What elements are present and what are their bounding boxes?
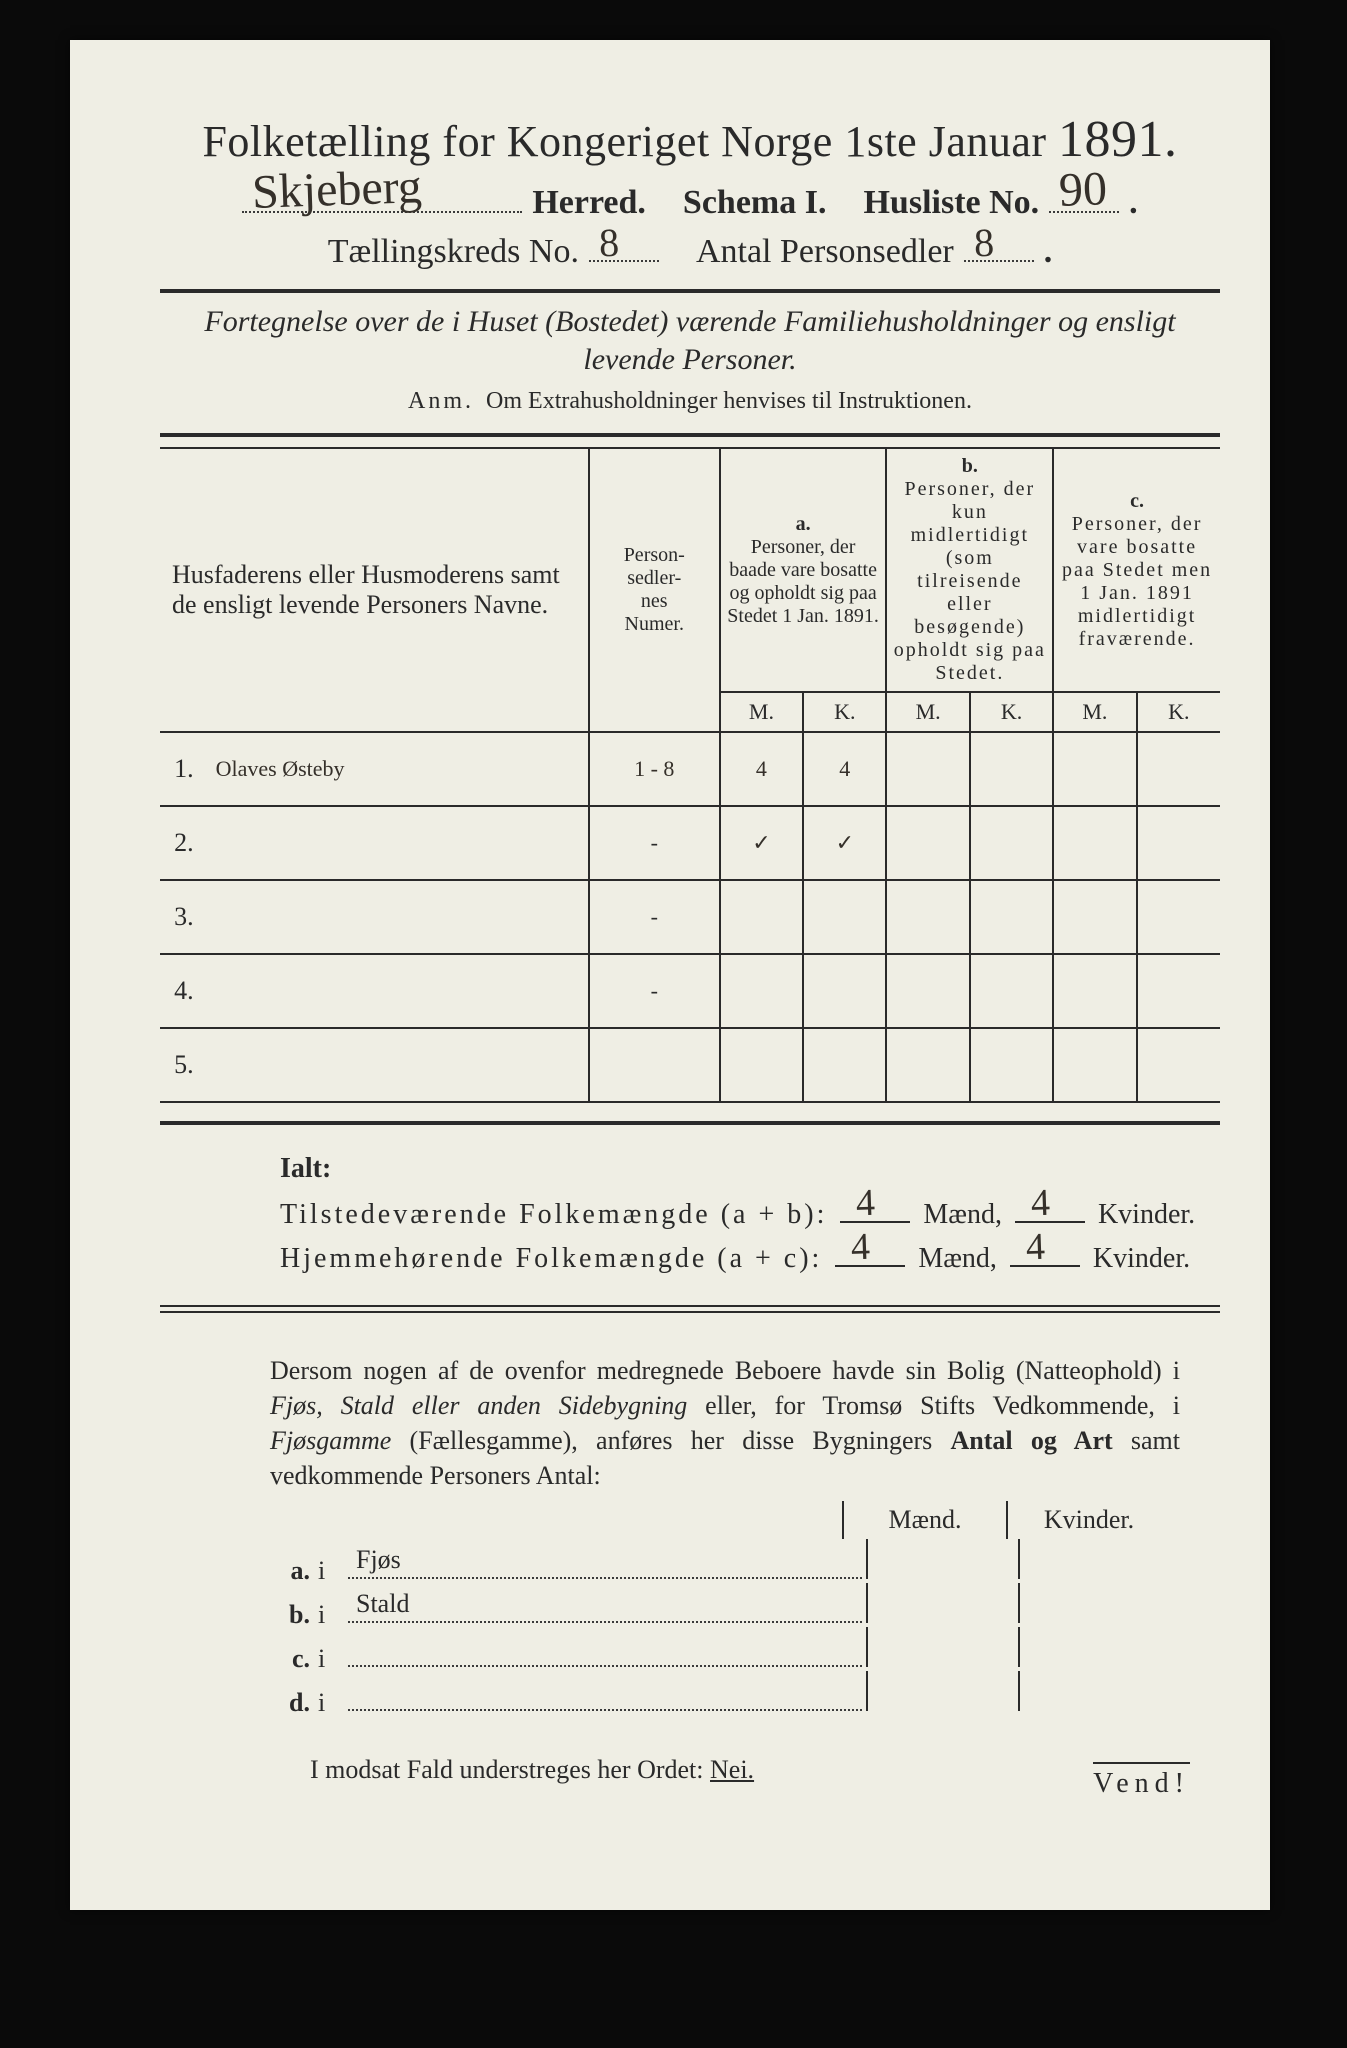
table-row: 3. - bbox=[160, 880, 1220, 954]
col-b-header: b. Personer, der kun midlertidigt (som t… bbox=[886, 448, 1053, 692]
side-row: c. i bbox=[270, 1627, 1170, 1671]
col-name-header: Husfaderens eller Husmoderens samt de en… bbox=[160, 448, 589, 732]
kreds-label: Tællingskreds No. bbox=[328, 233, 579, 271]
kreds-field: 8 bbox=[589, 226, 659, 262]
antal-field: 8 bbox=[964, 226, 1034, 262]
side-m: Mænd. bbox=[842, 1501, 1006, 1539]
totals-1-m: 4 bbox=[840, 1193, 910, 1223]
col-b-m: M. bbox=[886, 692, 969, 732]
side-row: a. i Fjøs bbox=[270, 1539, 1170, 1583]
table-row: 2. - ✓ ✓ bbox=[160, 806, 1220, 880]
divider-thick-2 bbox=[160, 433, 1220, 437]
table-row: 5. bbox=[160, 1028, 1220, 1102]
divider-thin-2 bbox=[160, 1311, 1220, 1313]
totals-2-k: 4 bbox=[1010, 1237, 1080, 1267]
side-row: d. i bbox=[270, 1671, 1170, 1715]
side-building-table: Mænd. Kvinder. a. i Fjøs b. i Stald c. i… bbox=[270, 1501, 1170, 1715]
totals-line-2: Hjemmehørende Folkemængde (a + c): 4 Mæn… bbox=[280, 1237, 1160, 1275]
husliste-field: 90 bbox=[1049, 177, 1119, 213]
title-line: Folketælling for Kongeriget Norge 1ste J… bbox=[160, 110, 1220, 169]
col-c-header: c. Personer, der vare bosatte paa Stedet… bbox=[1053, 448, 1220, 692]
table-row: 1. Olaves Østeby 1 - 8 4 4 bbox=[160, 732, 1220, 806]
title-year: 1891. bbox=[1058, 111, 1178, 168]
nei-line: I modsat Fald understreges her Ordet: Ne… bbox=[310, 1755, 1180, 1785]
col-a-k: K. bbox=[803, 692, 886, 732]
herred-label: Herred. bbox=[532, 184, 646, 222]
divider-thin bbox=[160, 1305, 1220, 1307]
col-c-k: K. bbox=[1137, 692, 1220, 732]
col-c-m: M. bbox=[1053, 692, 1136, 732]
side-header: Mænd. Kvinder. bbox=[270, 1501, 1170, 1539]
subtitle: Fortegnelse over de i Huset (Bostedet) v… bbox=[200, 303, 1180, 378]
paragraph: Dersom nogen af de ovenfor medregnede Be… bbox=[270, 1353, 1180, 1493]
anm-text: Om Extrahusholdninger henvises til Instr… bbox=[486, 388, 972, 414]
totals-block: Ialt: Tilstedeværende Folkemængde (a + b… bbox=[280, 1153, 1160, 1275]
table-header-row-1: Husfaderens eller Husmoderens samt de en… bbox=[160, 448, 1220, 692]
col-a-header: a. Personer, der baade vare bosatte og o… bbox=[720, 448, 887, 692]
kreds-value: 8 bbox=[598, 219, 620, 267]
vend-label: Vend! bbox=[1093, 1762, 1190, 1800]
census-table: Husfaderens eller Husmoderens samt de en… bbox=[160, 447, 1220, 1103]
anm-label: Anm. bbox=[408, 388, 474, 414]
col-a-m: M. bbox=[720, 692, 803, 732]
totals-1-k: 4 bbox=[1015, 1193, 1085, 1223]
side-row: b. i Stald bbox=[270, 1583, 1170, 1627]
husliste-label: Husliste No. bbox=[863, 184, 1039, 222]
totals-2-m: 4 bbox=[835, 1237, 905, 1267]
anm-line: Anm. Om Extrahusholdninger henvises til … bbox=[160, 388, 1220, 415]
side-k: Kvinder. bbox=[1006, 1501, 1170, 1539]
header-row-3: Tællingskreds No. 8 Antal Personsedler 8… bbox=[160, 226, 1220, 271]
title-main: Folketælling for Kongeriget Norge 1ste J… bbox=[202, 117, 1046, 166]
table-row: 4. - bbox=[160, 954, 1220, 1028]
census-form-paper: Folketælling for Kongeriget Norge 1ste J… bbox=[70, 40, 1270, 1910]
col-b-k: K. bbox=[970, 692, 1053, 732]
nei-word: Nei. bbox=[710, 1755, 754, 1784]
divider-thick bbox=[160, 289, 1220, 293]
header-row-2: Skjeberg Herred. Schema I. Husliste No. … bbox=[160, 177, 1220, 222]
divider-thick-3 bbox=[160, 1121, 1220, 1125]
herred-field: Skjeberg bbox=[242, 177, 522, 213]
antal-value: 8 bbox=[973, 219, 995, 267]
col-num-header: Person- sedler- nes Numer. bbox=[589, 448, 720, 732]
schema-label: Schema I. bbox=[683, 184, 827, 222]
herred-value: Skjeberg bbox=[251, 159, 423, 220]
ialt-label: Ialt: bbox=[280, 1153, 1160, 1185]
antal-label: Antal Personsedler bbox=[696, 233, 954, 271]
husliste-value: 90 bbox=[1058, 161, 1108, 218]
